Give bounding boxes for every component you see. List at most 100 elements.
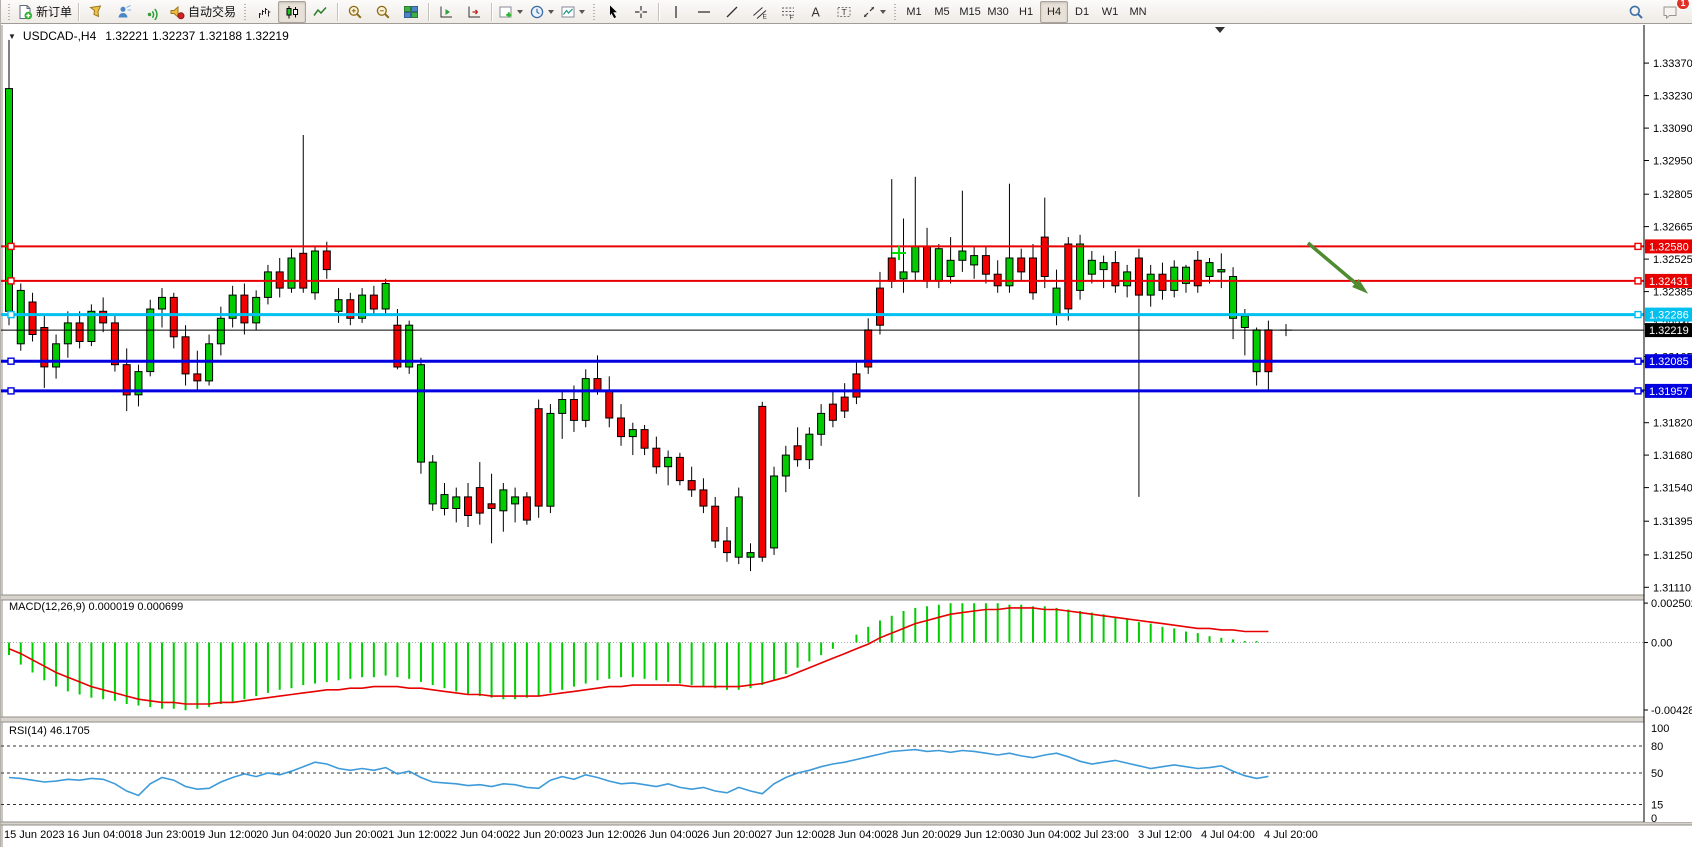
line-chart-button[interactable]	[306, 1, 334, 23]
tf-m30[interactable]: M30	[984, 1, 1012, 23]
search-button[interactable]	[1622, 1, 1650, 23]
crosshair-button[interactable]	[627, 1, 655, 23]
dropdown-caret-icon[interactable]	[880, 9, 887, 14]
tf-m1[interactable]: M1	[900, 1, 928, 23]
hline-anchor[interactable]	[1634, 242, 1642, 251]
hline-anchor[interactable]	[1634, 310, 1642, 319]
svg-text:E: E	[763, 13, 768, 20]
svg-text:T: T	[842, 7, 847, 17]
zoom-out-button[interactable]	[369, 1, 397, 23]
hline-anchor[interactable]	[7, 277, 15, 285]
new-order-button[interactable]: 新订单	[14, 1, 75, 23]
dropdown-caret-icon[interactable]	[548, 9, 555, 14]
hline-anchor[interactable]	[7, 242, 15, 251]
market-watch-button[interactable]	[82, 1, 110, 23]
svg-text:A: A	[812, 5, 821, 19]
macd-signal-line	[8, 607, 1269, 705]
dropdown-caret-icon[interactable]	[579, 9, 586, 14]
zoom-in-button[interactable]	[341, 1, 369, 23]
candle-down	[1193, 259, 1202, 287]
toolbar-separator	[491, 2, 493, 21]
toolbar-separator	[428, 2, 430, 21]
pane-separator[interactable]	[1, 595, 1692, 600]
hline-anchor[interactable]	[1634, 277, 1642, 285]
macd-axis-label: 0.002502	[1651, 598, 1692, 610]
tf-mn-label: MN	[1129, 5, 1147, 18]
time-tick-label: 26 Jun 20:00	[697, 829, 761, 841]
chart-background	[1, 24, 1692, 847]
price-tick-label: 1.31110	[1653, 582, 1691, 594]
chart-shift-button[interactable]	[460, 1, 488, 23]
tf-mn[interactable]: MN	[1124, 1, 1152, 23]
toolbar-grip[interactable]	[892, 3, 898, 20]
data-window-button[interactable]	[110, 1, 138, 23]
indicators-button[interactable]	[495, 1, 526, 23]
pane-separator[interactable]	[1, 717, 1692, 722]
candle-up	[511, 496, 520, 505]
hline-anchor[interactable]	[1634, 357, 1642, 365]
candle-up	[416, 364, 425, 463]
tf-m5[interactable]: M5	[928, 1, 956, 23]
candle-down	[1134, 257, 1143, 296]
candle-down	[758, 405, 767, 558]
tf-d1[interactable]: D1	[1068, 1, 1096, 23]
auto-scroll-button[interactable]	[432, 1, 460, 23]
rsi-axis-label: 15	[1651, 800, 1663, 812]
candle-down	[393, 324, 402, 368]
candle-chart-button[interactable]	[278, 0, 307, 23]
price-tick-label: 1.31820	[1653, 418, 1692, 430]
hline-anchor[interactable]	[7, 357, 15, 365]
tf-m15[interactable]: M15	[956, 1, 984, 23]
fibonacci-button[interactable]: F	[774, 1, 802, 23]
price-tick-label: 1.32525	[1653, 254, 1692, 266]
candle-down	[617, 417, 626, 438]
dropdown-caret-icon[interactable]	[517, 9, 524, 14]
time-axis[interactable]: 15 Jun 2023 16 Jun 04:00 18 Jun 23:00 19 Ju…	[4, 829, 1318, 841]
trend-arrow[interactable]	[1306, 241, 1369, 294]
chart-collapse-icon[interactable]: ▼	[8, 31, 16, 41]
vertical-line-button[interactable]	[662, 1, 690, 23]
auto-trading-button[interactable]: 自动交易	[166, 1, 239, 23]
new-order-icon	[19, 4, 33, 19]
candle-up	[911, 245, 920, 273]
pane-separator[interactable]	[1, 822, 1692, 825]
periods-button[interactable]	[526, 1, 557, 23]
candle-up	[452, 496, 461, 509]
time-tick-label: 26 Jun 04:00	[634, 829, 698, 841]
channel-button[interactable]: E	[746, 1, 774, 23]
candle-up	[781, 454, 790, 477]
tf-m1-label: M1	[906, 5, 922, 18]
tf-h1[interactable]: H1	[1012, 1, 1040, 23]
fibo-icon: F	[782, 7, 795, 20]
bar-chart-button[interactable]	[250, 1, 278, 23]
hline-anchor[interactable]	[1634, 387, 1642, 395]
label-button[interactable]: T	[830, 1, 858, 23]
arrows-button[interactable]	[858, 1, 889, 23]
tf-h4[interactable]: H4	[1040, 0, 1069, 23]
templates-button[interactable]	[557, 1, 588, 23]
chart-shift-marker[interactable]	[1215, 27, 1225, 33]
tf-w1[interactable]: W1	[1096, 1, 1124, 23]
candle-up	[63, 322, 72, 345]
toolbar-grip[interactable]	[591, 3, 597, 20]
hline-anchor[interactable]	[7, 387, 15, 395]
candle-down	[722, 540, 731, 554]
toolbar-grip[interactable]	[242, 3, 248, 20]
cursor-button[interactable]	[599, 1, 627, 23]
navigator-button[interactable]	[138, 1, 166, 23]
tf-m5-label: M5	[934, 5, 950, 18]
text-button[interactable]: A	[802, 1, 830, 23]
time-tick-label: 19 Jun 12:00	[193, 829, 257, 841]
hline-anchor[interactable]	[7, 310, 15, 319]
candle-down	[887, 257, 896, 282]
trendline-button[interactable]	[718, 1, 746, 23]
plus-marker[interactable]	[892, 246, 906, 260]
notifications-button[interactable]: 1	[1656, 0, 1690, 23]
price-axis[interactable]	[1644, 25, 1692, 822]
toolbar-grip[interactable]	[6, 3, 11, 20]
tile-windows-button[interactable]	[397, 1, 425, 23]
horizontal-line-button[interactable]	[690, 1, 718, 23]
bars-icon	[259, 7, 271, 18]
cursor-icon	[610, 5, 617, 18]
